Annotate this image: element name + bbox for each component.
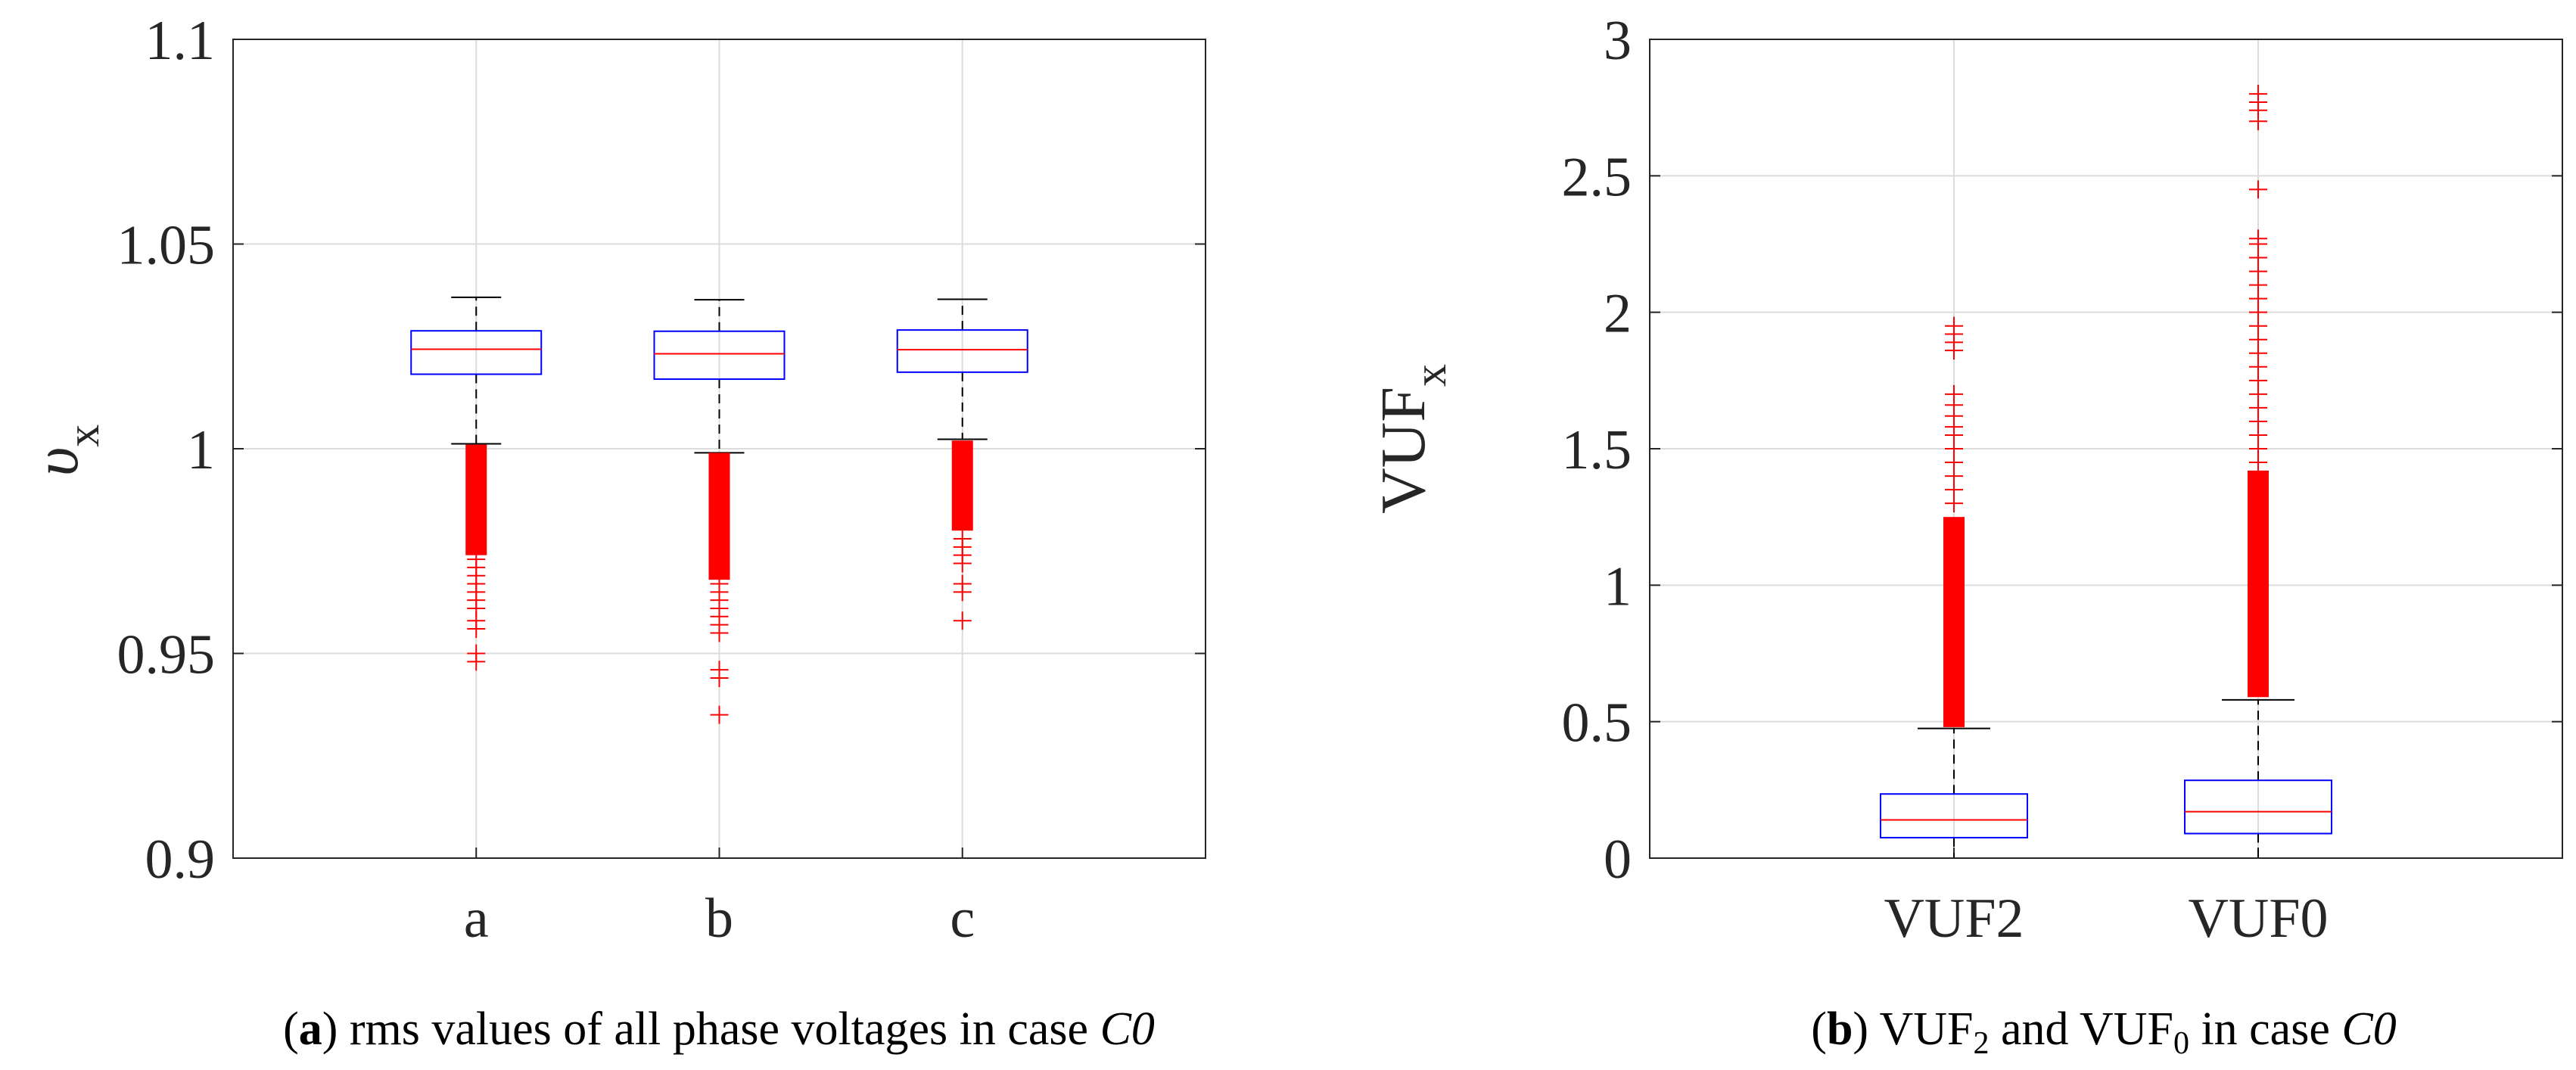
caption-a: (a) rms values of all phase voltages in … [283,1003,1155,1055]
chart-b-frame [1649,39,2563,859]
y-tick-label: 1.05 [117,215,216,277]
x-tick-label: VUF2 [1884,888,2024,950]
outlier-point [1945,316,1963,335]
chart-a-tick-labels: 0.9 0.95 1 1.05 1.1 a b c [117,10,1206,950]
outlier-point [467,652,486,671]
outlier-point [710,624,729,642]
iqr-box [653,330,786,381]
outlier-point [710,668,729,687]
x-tick-label: VUF0 [2188,888,2328,950]
chart-a-phase-voltages: 0.9 0.95 1 1.05 1.1 a b c υx [21,10,1206,950]
chart-a-boxplots [410,296,1028,724]
outlier-cluster [951,440,973,531]
chart-b-ylabel: VUFx [1368,364,1455,514]
outlier-point [2249,180,2267,199]
x-tick-label: b [705,888,733,950]
y-tick-label: 0.9 [145,829,216,891]
outlier-point [710,705,729,724]
boxplot-b [653,299,786,724]
outlier-point [953,554,972,573]
y-tick-label: 2 [1604,283,1632,345]
chart-b-boxplots [1880,85,2332,859]
x-tick-label: c [950,888,975,950]
iqr-box [2184,779,2332,835]
boxplot-c [896,298,1028,630]
y-tick-label: 0.5 [1562,692,1632,754]
outlier-point [953,583,972,602]
outlier-cluster [465,444,487,555]
outlier-point [1945,384,1963,403]
boxplot-a [410,296,543,671]
y-tick-label: 2.5 [1562,146,1632,208]
y-tick-label: 1 [1604,555,1632,617]
y-tick-label: 1.5 [1562,419,1632,481]
x-tick-label: a [464,888,489,950]
outlier-cluster [708,453,730,580]
chart-b-vuf: 0 0.5 1 1.5 2 2.5 3 VUF2 VUF0 VUFx [1368,10,2563,950]
y-tick-label: 0.95 [117,624,216,686]
iqr-box [896,329,1028,373]
iqr-box [1880,793,2028,838]
outlier-point [2249,85,2267,104]
iqr-box [410,330,543,375]
boxplot-VUF0 [2184,85,2332,859]
boxplot-VUF2 [1880,316,2028,859]
outlier-cluster [2248,470,2269,698]
outlier-point [467,620,486,639]
outlier-cluster [1943,517,1965,727]
chart-a-frame [232,39,1206,859]
y-tick-label: 0 [1604,829,1632,891]
outlier-point [2249,229,2267,248]
y-tick-label: 1 [187,419,215,481]
caption-b: (b) VUF2 and VUF0 in case C0 [1811,1003,2396,1061]
chart-a-ylabel: υx [21,425,108,477]
y-tick-label: 1.1 [145,10,216,72]
outlier-point [953,611,972,630]
chart-b-tick-labels: 0 0.5 1 1.5 2 2.5 3 VUF2 VUF0 [1562,10,2562,950]
y-tick-label: 3 [1604,10,1632,72]
